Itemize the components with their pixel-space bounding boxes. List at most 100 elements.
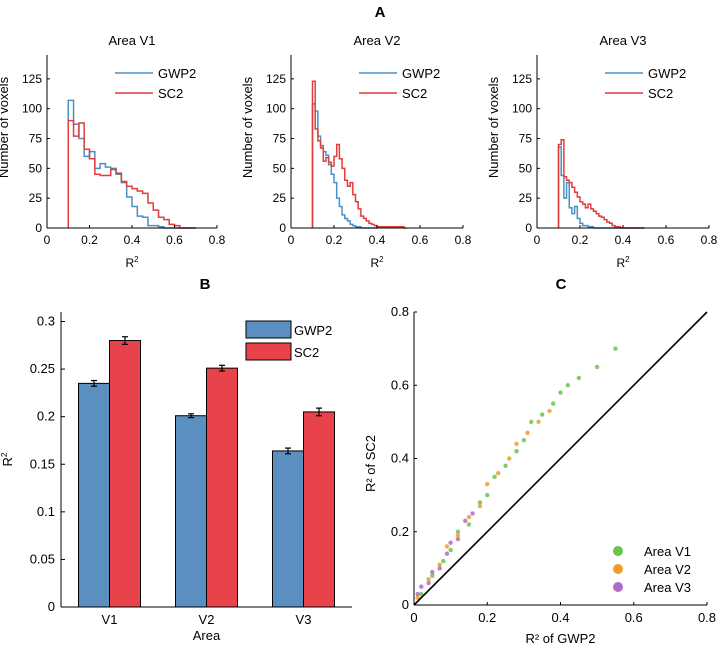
point-area-v1 <box>419 591 424 597</box>
y-tick-label: 125 <box>512 72 532 86</box>
point-area-v2 <box>477 503 483 509</box>
x-axis-label: R2 <box>616 255 629 270</box>
point-area-v2 <box>547 408 552 414</box>
y-axis-label: Number of voxels <box>0 76 11 178</box>
point-area-v1 <box>477 500 483 505</box>
point-area-v1 <box>539 412 545 417</box>
point-area-v3 <box>444 551 450 556</box>
x-tick-label: 0.4 <box>369 233 386 247</box>
y-tick-label: 125 <box>266 72 286 86</box>
y-tick-label: 50 <box>29 161 43 175</box>
hist-series-sc2 <box>311 80 407 229</box>
x-tick-label: 0.8 <box>209 233 226 247</box>
hist-series-gwp2 <box>67 99 196 229</box>
y-tick-label: 0.6 <box>391 377 409 392</box>
panel-label-c: C <box>556 276 567 293</box>
x-axis-label: R2 <box>125 255 138 270</box>
y-tick-label: 75 <box>29 132 43 146</box>
point-area-v1 <box>448 547 453 553</box>
y-tick-label: 50 <box>273 161 287 175</box>
y-tick-label: 25 <box>273 191 287 205</box>
point-area-v3 <box>430 569 435 575</box>
y-tick-label: 0.3 <box>37 314 55 329</box>
legend-marker <box>613 546 623 556</box>
y-tick-label: 0.2 <box>391 524 409 539</box>
point-area-v3 <box>470 511 475 516</box>
y-tick-label: 0.25 <box>30 361 55 376</box>
point-area-v2 <box>525 430 530 436</box>
x-tick-label: 0.8 <box>701 233 718 247</box>
bar-sc2-v1 <box>109 340 141 608</box>
x-tick-label: 0.4 <box>551 610 569 625</box>
hist-title: Area V2 <box>354 33 401 48</box>
point-area-v1 <box>558 390 563 395</box>
legend-label: SC2 <box>294 345 319 360</box>
y-tick-label: 0.15 <box>30 456 55 471</box>
y-tick-label: 125 <box>22 72 42 86</box>
y-axis-label: Number of voxels <box>240 76 255 178</box>
x-tick-label: 0.8 <box>698 610 716 625</box>
point-area-v1 <box>529 419 534 425</box>
legend-marker <box>613 582 623 592</box>
x-tick-label: 0.2 <box>572 233 589 247</box>
x-axis-label: R² of GWP2 <box>525 631 595 646</box>
point-area-v2 <box>437 562 442 567</box>
y-tick-label: 0.8 <box>391 304 409 319</box>
point-area-v3 <box>455 536 461 542</box>
legend-label: GWP2 <box>402 66 440 81</box>
x-tick-label: 0.2 <box>326 233 343 247</box>
point-area-v1 <box>514 448 519 454</box>
x-tick-label: 0 <box>410 610 417 625</box>
bar-chart: V1 V2 V3 0 0.05 0.1 0.15 0.2 0.25 0.3 Area R2 GWP2 SC… <box>0 312 352 643</box>
y-tick-label: 100 <box>266 102 286 116</box>
x-tick-label: 0.8 <box>455 233 472 247</box>
point-area-v2 <box>455 533 461 538</box>
x-tick-label: 0.2 <box>81 233 98 247</box>
point-area-v1 <box>613 346 618 351</box>
y-tick-label: 0 <box>279 221 286 235</box>
hist-title: Area V3 <box>600 33 647 48</box>
legend-label: Area V2 <box>644 562 691 577</box>
point-area-v2 <box>415 595 420 600</box>
point-area-v3 <box>448 540 453 545</box>
y-tick-label: 0.2 <box>37 409 55 424</box>
x-tick-label: V2 <box>199 612 215 627</box>
point-area-v1 <box>576 375 582 381</box>
point-area-v2 <box>507 456 512 461</box>
point-area-v2 <box>444 544 450 549</box>
hist-series-sc2 <box>67 119 196 229</box>
x-tick-label: V1 <box>102 612 118 627</box>
point-area-v3 <box>419 584 424 589</box>
point-area-v1 <box>466 522 472 527</box>
point-area-v2 <box>496 470 501 476</box>
y-tick-label: 0.1 <box>37 504 55 519</box>
point-area-v1 <box>565 383 571 388</box>
point-area-v1 <box>441 558 446 564</box>
hist-series-sc2 <box>557 138 645 229</box>
bar-sc2-v2 <box>206 367 238 608</box>
legend-marker <box>613 564 623 574</box>
y-axis-label: Number of voxels <box>486 76 501 178</box>
x-axis-label: R2 <box>370 255 383 270</box>
y-tick-label: 0 <box>402 597 409 612</box>
legend-label: SC2 <box>158 86 183 101</box>
x-tick-label: 0 <box>534 233 541 247</box>
point-area-v3 <box>415 591 420 597</box>
y-tick-label: 75 <box>273 132 287 146</box>
legend-swatch <box>245 342 292 361</box>
x-tick-label: 0.2 <box>478 610 496 625</box>
point-area-v1 <box>550 401 556 406</box>
x-tick-label: 0 <box>44 233 51 247</box>
bar-gwp2-v1 <box>78 382 110 608</box>
y-tick-label: 0.05 <box>30 551 55 566</box>
x-tick-label: 0.6 <box>625 610 643 625</box>
point-area-v2 <box>426 577 431 582</box>
legend-label: Area V3 <box>644 580 691 595</box>
x-tick-label: 0.4 <box>124 233 141 247</box>
histogram-v3: Area V3 0 0.2 0.4 0.6 0.8 0 25 50 75 100 125 R2 Numbe… <box>486 33 718 270</box>
point-area-v1 <box>492 474 497 480</box>
bar-gwp2-v2 <box>175 415 207 608</box>
y-axis-label: R² of SC2 <box>363 435 378 492</box>
legend-label: SC2 <box>402 86 427 101</box>
point-area-v1 <box>521 437 527 443</box>
